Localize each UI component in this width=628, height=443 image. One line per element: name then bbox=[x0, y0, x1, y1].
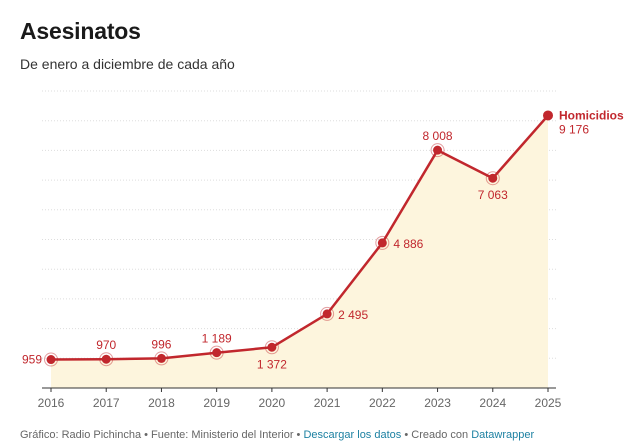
x-tick-label: 2020 bbox=[259, 396, 286, 410]
chart-title: Asesinatos bbox=[20, 18, 141, 44]
data-point bbox=[212, 348, 222, 358]
data-label: 970 bbox=[96, 338, 116, 352]
area-fill bbox=[51, 115, 548, 388]
data-label: 1 189 bbox=[202, 332, 232, 346]
x-tick-label: 2017 bbox=[93, 396, 120, 410]
data-points bbox=[44, 110, 553, 367]
data-label: 4 886 bbox=[393, 237, 423, 251]
chart-subtitle: De enero a diciembre de cada año bbox=[20, 56, 235, 72]
data-point bbox=[433, 145, 443, 155]
footer-separator: • bbox=[141, 429, 152, 441]
data-point-halo bbox=[209, 345, 224, 360]
data-point-halo bbox=[154, 351, 169, 366]
x-tick-label: 2025 bbox=[535, 396, 562, 410]
datawrapper-link[interactable]: Datawrapper bbox=[471, 429, 535, 441]
data-point-halo bbox=[264, 340, 279, 355]
data-point-halo bbox=[375, 235, 390, 250]
data-point-halo bbox=[99, 352, 114, 367]
series-label-homicidios: Homicidios bbox=[559, 108, 624, 122]
source-credit: Fuente: Ministerio del Interior bbox=[151, 429, 294, 441]
data-point bbox=[101, 354, 111, 364]
data-point-halo bbox=[320, 306, 335, 321]
data-point bbox=[322, 309, 332, 319]
x-tick-label: 2023 bbox=[424, 396, 451, 410]
data-label: 9 176 bbox=[559, 122, 589, 136]
footer-separator: • bbox=[401, 429, 412, 441]
x-axis-ticks: 2016 2017 2018 2019 2020 2021 2022 2023 2024 2025 bbox=[38, 388, 562, 410]
data-point bbox=[46, 355, 56, 365]
chart-footer: Gráfico: Radio Pichincha • Fuente: Minis… bbox=[20, 429, 534, 441]
data-label: 2 495 bbox=[338, 308, 368, 322]
x-tick-label: 2022 bbox=[369, 396, 396, 410]
data-label: 996 bbox=[151, 337, 171, 351]
data-point-halo bbox=[430, 143, 445, 158]
data-point bbox=[267, 342, 277, 352]
footer-separator: • bbox=[293, 429, 304, 441]
x-tick-label: 2024 bbox=[479, 396, 506, 410]
graphic-credit: Gráfico: Radio Pichincha bbox=[20, 429, 142, 441]
x-tick-label: 2019 bbox=[203, 396, 230, 410]
data-point-halo bbox=[44, 352, 58, 367]
data-label: 959 bbox=[22, 353, 42, 367]
data-point-halo bbox=[485, 171, 500, 186]
data-label: 8 008 bbox=[423, 129, 453, 143]
data-point bbox=[156, 353, 166, 363]
x-tick-label: 2018 bbox=[148, 396, 175, 410]
homicides-line-chart: 2016 2017 2018 2019 2020 2021 2022 2023 2024 2025… bbox=[22, 90, 624, 410]
download-data-link[interactable]: Descargar los datos bbox=[303, 429, 402, 441]
x-tick-label: 2021 bbox=[314, 396, 341, 410]
data-point bbox=[377, 238, 387, 248]
data-label: 7 063 bbox=[478, 188, 508, 202]
created-with-label: Creado con bbox=[411, 429, 472, 441]
data-label: 1 372 bbox=[257, 357, 287, 371]
x-tick-label: 2016 bbox=[38, 396, 65, 410]
series-line-homicidios bbox=[50, 114, 549, 361]
data-point bbox=[543, 110, 553, 121]
data-labels: 959 970 996 1 189 1 372 2 495 4 886 8 008 7 063 9… bbox=[22, 108, 624, 371]
data-point bbox=[488, 173, 498, 183]
